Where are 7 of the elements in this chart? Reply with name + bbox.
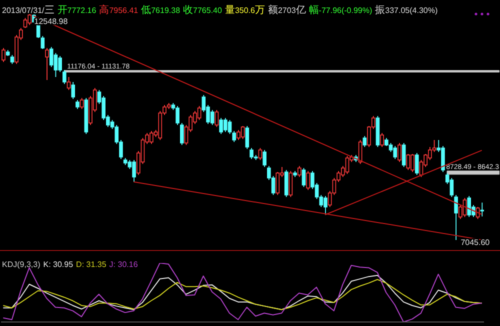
text: 开7772.16 高7956.41 低7619.38 收7765.40 量350.6万 额2703亿 幅-77.96(-0.99%) 振337.05(4.30%) <box>57 5 438 16</box>
chart-title: KDJ(9,3,3) <box>2 260 40 269</box>
text: J: 30.16 <box>109 260 138 269</box>
text: K: 30.95 <box>43 260 74 269</box>
annotation: 7045.60 <box>460 238 490 247</box>
chart-title: 2013/07/31/三 <box>2 5 54 16</box>
text: D: 31.35 <box>76 260 106 269</box>
